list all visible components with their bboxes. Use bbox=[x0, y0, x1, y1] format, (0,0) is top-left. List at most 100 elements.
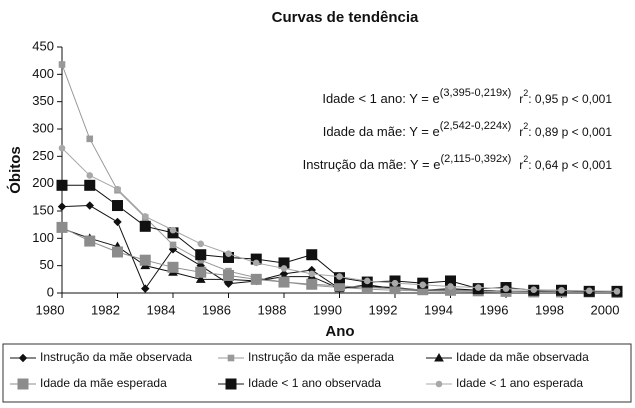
legend-label: Instrução da mãe observada bbox=[40, 350, 192, 364]
annotation-r-exponent: 2 bbox=[523, 121, 528, 131]
marker bbox=[56, 179, 68, 191]
marker bbox=[391, 279, 399, 287]
marker bbox=[141, 284, 150, 293]
annotation-exponent: (2,542-0,224x) bbox=[440, 120, 512, 132]
marker bbox=[195, 249, 207, 261]
annotation: Instrução da mãe: Y = e(2,115-0,392x) r2:… bbox=[303, 153, 613, 173]
annotation-exponent: (3,395-0,219x) bbox=[440, 87, 512, 99]
annotation: Idade < 1 ano: Y = e(3,395-0,219x) r2: 0,… bbox=[322, 87, 612, 107]
annotation-text: Idade da mãe: Y = e bbox=[323, 124, 440, 139]
legend-label: Idade da mãe observada bbox=[456, 350, 589, 364]
marker bbox=[435, 380, 443, 388]
y-tick-label: 250 bbox=[32, 148, 54, 163]
marker bbox=[169, 241, 177, 249]
y-tick-label: 150 bbox=[32, 202, 54, 217]
y-tick-label: 300 bbox=[32, 120, 54, 135]
x-tick-label: 1992 bbox=[369, 302, 398, 317]
marker bbox=[58, 144, 66, 152]
marker bbox=[139, 254, 151, 266]
marker bbox=[585, 287, 593, 295]
marker bbox=[139, 220, 151, 232]
marker bbox=[530, 286, 538, 294]
marker bbox=[308, 270, 316, 278]
marker bbox=[57, 202, 67, 211]
y-axis-label: Óbitos bbox=[6, 146, 24, 194]
legend-label: Idade < 1 ano esperada bbox=[456, 376, 583, 390]
x-tick-label: 1982 bbox=[91, 302, 120, 317]
x-tick-label: 1996 bbox=[480, 302, 509, 317]
marker bbox=[167, 261, 179, 273]
y-tick-label: 200 bbox=[32, 175, 54, 190]
marker bbox=[227, 354, 235, 362]
marker bbox=[306, 249, 318, 261]
annotation-stat: : 0,95 p < 0,001 bbox=[528, 92, 612, 106]
marker bbox=[502, 285, 510, 292]
marker bbox=[85, 201, 94, 210]
marker bbox=[112, 246, 123, 258]
marker bbox=[84, 179, 96, 191]
chart-title: Curvas de tendência bbox=[272, 9, 419, 26]
marker bbox=[195, 266, 207, 278]
marker bbox=[113, 217, 122, 227]
marker bbox=[434, 352, 444, 362]
marker bbox=[336, 273, 343, 280]
marker bbox=[225, 378, 237, 390]
legend-label: Idade da mãe esperada bbox=[40, 376, 167, 390]
marker bbox=[474, 284, 482, 291]
annotation-r: r bbox=[519, 158, 523, 172]
legend-label: Instrução da mãe esperada bbox=[248, 350, 394, 364]
marker bbox=[114, 185, 121, 193]
marker bbox=[280, 265, 288, 272]
marker bbox=[195, 274, 206, 283]
annotation-r-exponent: 2 bbox=[523, 88, 528, 98]
marker bbox=[558, 286, 565, 294]
marker bbox=[17, 378, 29, 390]
marker bbox=[86, 135, 94, 143]
x-tick-label: 1986 bbox=[202, 302, 231, 317]
marker bbox=[250, 273, 262, 285]
y-tick-label: 400 bbox=[32, 66, 54, 81]
marker bbox=[613, 288, 621, 295]
x-tick-label: 1994 bbox=[424, 302, 453, 317]
x-tick-label: 1980 bbox=[36, 302, 65, 317]
marker bbox=[419, 281, 427, 289]
marker bbox=[197, 240, 205, 248]
y-tick-label: 50 bbox=[40, 257, 54, 272]
annotation-text: Idade < 1 ano: Y = e bbox=[322, 91, 439, 106]
marker bbox=[447, 283, 454, 290]
marker bbox=[169, 226, 177, 234]
marker bbox=[306, 278, 318, 290]
x-tick-label: 1984 bbox=[147, 302, 176, 317]
x-tick-label: 1988 bbox=[258, 302, 287, 317]
marker bbox=[58, 61, 66, 68]
marker bbox=[252, 259, 260, 267]
marker bbox=[112, 200, 123, 212]
annotation-r: r bbox=[519, 92, 523, 106]
marker bbox=[84, 235, 96, 247]
legend-box bbox=[2, 343, 632, 403]
legend-label: Idade < 1 ano observada bbox=[248, 376, 381, 390]
annotation: Idade da mãe: Y = e(2,542-0,224x) r2: 0,8… bbox=[323, 120, 613, 140]
y-tick-label: 350 bbox=[32, 93, 54, 108]
y-tick-label: 0 bbox=[47, 284, 54, 299]
annotation-stat: : 0,89 p < 0,001 bbox=[528, 125, 612, 139]
y-tick-label: 450 bbox=[32, 38, 54, 53]
marker bbox=[225, 250, 232, 257]
x-tick-label: 2000 bbox=[591, 302, 620, 317]
marker bbox=[141, 213, 149, 220]
annotation-r: r bbox=[519, 125, 523, 139]
annotation-text: Instrução da mãe: Y = e bbox=[303, 157, 441, 172]
marker bbox=[363, 277, 371, 285]
annotation-stat: : 0,64 p < 0,001 bbox=[528, 158, 612, 172]
marker bbox=[223, 270, 234, 282]
annotation-r-exponent: 2 bbox=[523, 154, 528, 164]
marker bbox=[86, 172, 94, 179]
x-tick-label: 1998 bbox=[535, 302, 564, 317]
marker bbox=[278, 276, 290, 288]
x-tick-label: 1990 bbox=[313, 302, 342, 317]
annotation-exponent: (2,115-0,392x) bbox=[441, 153, 512, 165]
marker bbox=[56, 221, 68, 233]
y-tick-label: 100 bbox=[32, 230, 54, 245]
x-axis-label: Ano bbox=[325, 323, 354, 340]
